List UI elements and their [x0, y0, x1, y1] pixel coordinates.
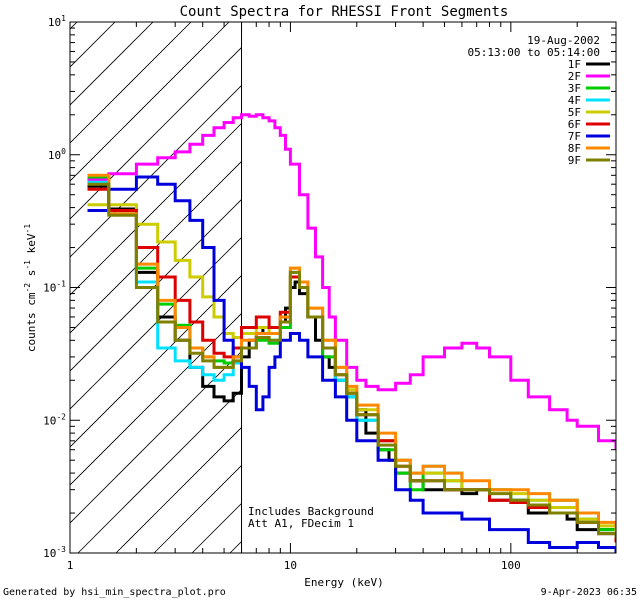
y-label-mid: s [25, 270, 38, 283]
y-axis: 10-3 10-2 10-1 100 101 [43, 14, 616, 560]
attenuator-hatch-region [70, 22, 616, 553]
hatch-line [70, 22, 306, 258]
y-tick-label: 10-3 [43, 545, 66, 560]
y-tick-label: 101 [48, 14, 66, 29]
attenuator-note: Att A1, FDecim 1 [248, 517, 354, 530]
y-tick-label: 10-2 [43, 412, 66, 427]
legend-label: 9F [568, 154, 581, 167]
chart-title: Count Spectra for RHESSI Front Segments [180, 4, 509, 20]
x-tick-label: 100 [501, 559, 521, 572]
x-axis: 1 10 100 [67, 22, 617, 572]
hatch-line [70, 22, 230, 182]
hatch-line [70, 22, 268, 220]
footer-timestamp: 9-Apr-2023 06:35 [541, 587, 637, 598]
series-line-7F [87, 175, 616, 553]
legend-label: 1F [568, 58, 581, 71]
y-tick-label: 10-1 [43, 280, 66, 295]
legend-label: 2F [568, 70, 581, 83]
series-group [87, 113, 616, 553]
y-label-exp1: -2 [23, 283, 32, 293]
hatch-line [70, 22, 78, 30]
y-tick-label: 100 [48, 147, 66, 162]
time-range-annotation: 05:13:00 to 05:14:00 [468, 46, 600, 59]
hatch-line [70, 22, 192, 144]
legend-label: 5F [568, 106, 581, 119]
series-line-9F [87, 182, 616, 538]
legend-label: 8F [568, 142, 581, 155]
hatch-line [70, 22, 154, 106]
y-axis-label: counts cm-2 s-1 keV-1 [23, 224, 38, 352]
x-tick-label: 1 [67, 559, 74, 572]
legend-label: 4F [568, 94, 581, 107]
legend-label: 3F [568, 82, 581, 95]
date-annotation: 19-Aug-2002 [527, 34, 600, 47]
y-label-main: counts cm [25, 292, 38, 352]
y-label-exp2: -1 [23, 260, 32, 270]
x-axis-label: Energy (keV) [304, 576, 383, 589]
legend-label: 6F [568, 118, 581, 131]
series-line-2F [87, 113, 616, 450]
background-note: Includes Background [248, 505, 374, 518]
footer-generator: Generated by hsi_min_spectra_plot.pro [3, 587, 226, 598]
x-tick-label: 10 [284, 559, 297, 572]
y-label-exp3: -1 [23, 224, 32, 234]
y-label-end: keV [25, 233, 38, 260]
legend-label: 7F [568, 130, 581, 143]
